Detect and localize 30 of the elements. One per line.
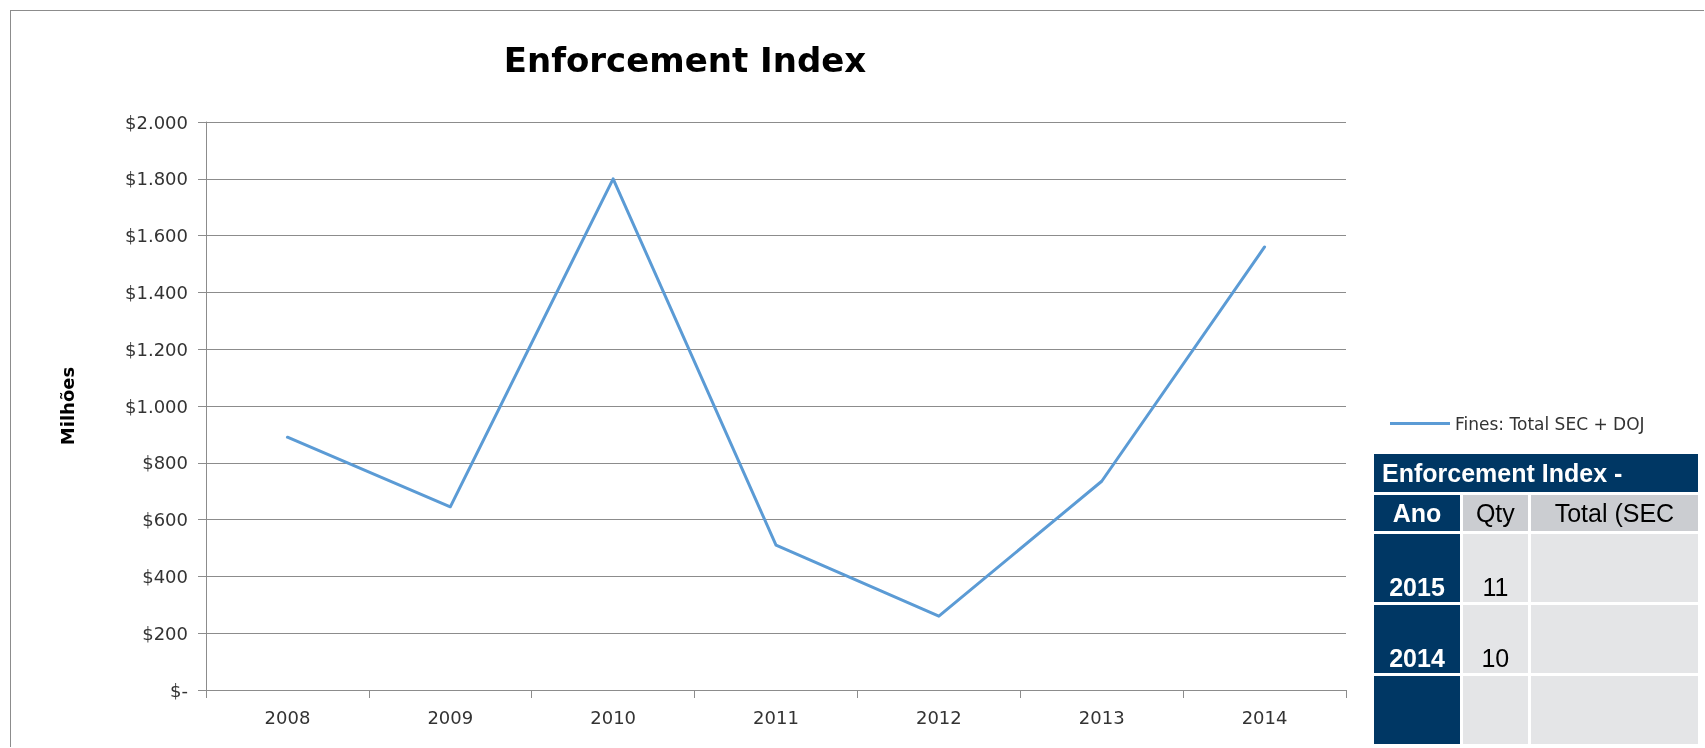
category-label: Total (SEC bbox=[1530, 495, 1698, 531]
x-tick-label: 2009 bbox=[427, 706, 474, 728]
x-tick-label: 2012 bbox=[915, 706, 962, 728]
chart-title: Enforcement Index bbox=[503, 40, 867, 80]
y-tick-label: $1.200 bbox=[125, 338, 188, 360]
y-tick-label: $1.800 bbox=[125, 168, 188, 190]
y-tick-label: $600 bbox=[142, 509, 188, 531]
legend-label: Fines: Total SEC + DOJ bbox=[1455, 413, 1645, 434]
y-tick-label: $1.400 bbox=[125, 281, 188, 303]
y-tick-label: $800 bbox=[142, 452, 188, 474]
category-label: Ano bbox=[1374, 495, 1460, 531]
y-tick-label: $400 bbox=[142, 565, 188, 587]
y-tick-label: $200 bbox=[142, 622, 188, 644]
x-tick-label: 2008 bbox=[264, 706, 311, 728]
y-tick-label: $2.000 bbox=[125, 111, 188, 133]
text: 2014 bbox=[1389, 644, 1445, 672]
line-series bbox=[285, 177, 1267, 618]
text: 11 bbox=[1482, 573, 1509, 601]
y-tick-label: $1.000 bbox=[125, 395, 188, 417]
text: 10 bbox=[1481, 644, 1510, 672]
x-tick-label: 2014 bbox=[1241, 706, 1288, 728]
y-axis-title: Milhões bbox=[56, 366, 78, 446]
x-tick-label: 2013 bbox=[1078, 706, 1125, 728]
category-label: Qty bbox=[1463, 495, 1528, 531]
x-tick-label: 2011 bbox=[753, 706, 799, 728]
text: 2015 bbox=[1389, 573, 1445, 601]
y-tick-label: $- bbox=[170, 679, 188, 701]
x-tick-label: 2010 bbox=[590, 706, 637, 728]
y-tick-label: $1.600 bbox=[125, 225, 188, 247]
text: Enforcement Index - bbox=[1374, 454, 1698, 492]
